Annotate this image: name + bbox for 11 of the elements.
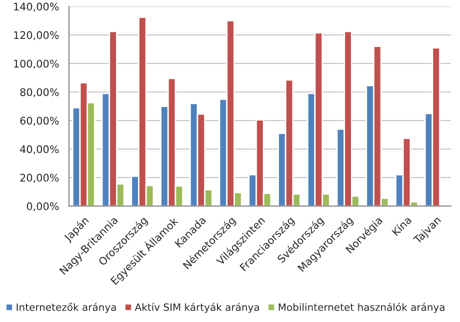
y-tick-label: 0,00% xyxy=(26,202,59,212)
y-tick-label: 120,00% xyxy=(14,31,59,40)
y-tick-label: 80,00% xyxy=(20,88,59,98)
legend-label: Internetezők aránya xyxy=(16,302,116,313)
legend-label: Aktív SIM kártyák aránya xyxy=(134,302,259,313)
y-tick-label: 100,00% xyxy=(14,60,59,69)
y-tick-label: 20,00% xyxy=(20,174,59,183)
legend-label: Mobilinternetet használók aránya xyxy=(278,302,444,313)
y-tick-label: 40,00% xyxy=(20,145,59,154)
y-tick-label: 60,00% xyxy=(20,116,59,126)
y-tick-label: 140,00% xyxy=(14,2,59,12)
